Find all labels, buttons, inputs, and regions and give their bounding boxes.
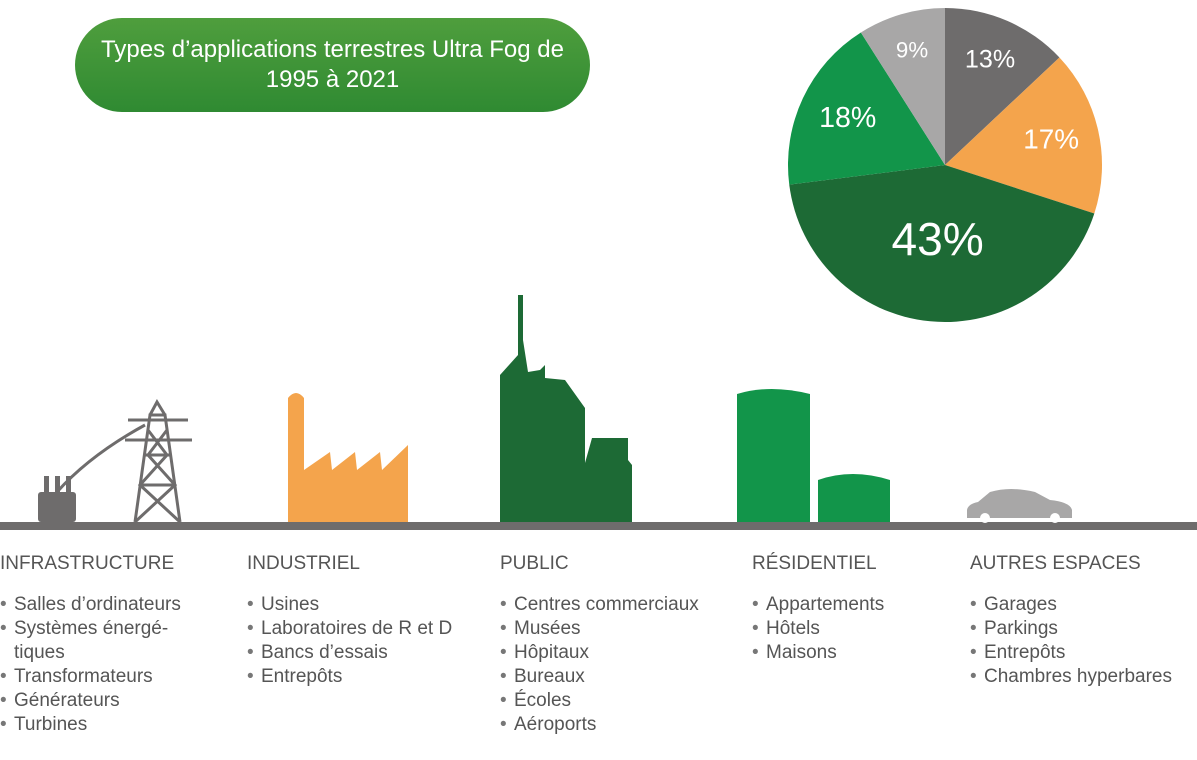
section: RÉSIDENTIEL AppartementsHôtelsMaisons: [752, 553, 962, 665]
chart-title: Types d’applications terrestres Ultra Fo…: [95, 35, 570, 95]
section-list: AppartementsHôtelsMaisons: [752, 593, 962, 665]
slice-label: 13%: [965, 46, 1015, 74]
section-item: Hôtels: [766, 617, 962, 641]
section-list: GaragesParkingsEntrepôtsChambres hyperba…: [970, 593, 1197, 689]
section-item: Hôpitaux: [514, 641, 740, 665]
section-item: Systèmes énergé­tiques: [14, 617, 205, 665]
industrial-icon: [288, 393, 408, 522]
section-heading: AUTRES ESPACES: [970, 553, 1197, 575]
section-heading: INFRASTRUCTURE: [0, 553, 205, 575]
section-item: Garages: [984, 593, 1197, 617]
section: PUBLIC Centres commerciauxMuséesHôpitauxB…: [500, 553, 740, 737]
section-item: Transformateurs: [14, 665, 205, 689]
section-item: Aéroports: [514, 713, 740, 737]
section-list: Centres commerciauxMuséesHôpitauxBureaux…: [500, 593, 740, 737]
section-item: Entrepôts: [984, 641, 1197, 665]
title-pill: Types d’applications terrestres Ultra Fo…: [75, 18, 590, 112]
slice-label: 18%: [819, 102, 876, 134]
section-item: Chambres hyperbares: [984, 665, 1197, 689]
section-item: Usines: [261, 593, 487, 617]
slice-label: 17%: [1023, 124, 1079, 155]
slice-label: 43%: [892, 213, 984, 265]
section-item: Parkings: [984, 617, 1197, 641]
section-item: Appartements: [766, 593, 962, 617]
section-item: Centres commerciaux: [514, 593, 740, 617]
slice-label: 9%: [896, 37, 928, 62]
section: AUTRES ESPACES GaragesParkingsEntrepôtsCh…: [970, 553, 1197, 689]
section-list: UsinesLaboratoires de R et DBancs d’essa…: [247, 593, 487, 689]
car-icon: [967, 489, 1072, 523]
section-item: Écoles: [514, 689, 740, 713]
page: Types d’applications terrestres Ultra Fo…: [0, 0, 1197, 760]
section-item: Générateurs: [14, 689, 205, 713]
section: INFRASTRUCTURE Salles d’ordinateursSystèm…: [0, 553, 205, 737]
section-item: Maisons: [766, 641, 962, 665]
icon-scene: [0, 280, 1197, 540]
section-list: Salles d’ordinateursSystèmes énergé­tiqu…: [0, 593, 205, 737]
section-item: Bureaux: [514, 665, 740, 689]
public-icon: [500, 295, 632, 522]
section-heading: RÉSIDENTIEL: [752, 553, 962, 575]
residential-icon: [737, 389, 890, 522]
section-item: Turbines: [14, 713, 205, 737]
section: INDUSTRIEL UsinesLaboratoires de R et DBa…: [247, 553, 487, 689]
section-item: Musées: [514, 617, 740, 641]
section-item: Salles d’ordinateurs: [14, 593, 205, 617]
section-heading: INDUSTRIEL: [247, 553, 487, 575]
infrastructure-icon: [38, 402, 192, 522]
section-item: Entrepôts: [261, 665, 487, 689]
section-item: Laboratoires de R et D: [261, 617, 487, 641]
section-heading: PUBLIC: [500, 553, 740, 575]
section-item: Bancs d’essais: [261, 641, 487, 665]
ground-line: [0, 522, 1197, 530]
